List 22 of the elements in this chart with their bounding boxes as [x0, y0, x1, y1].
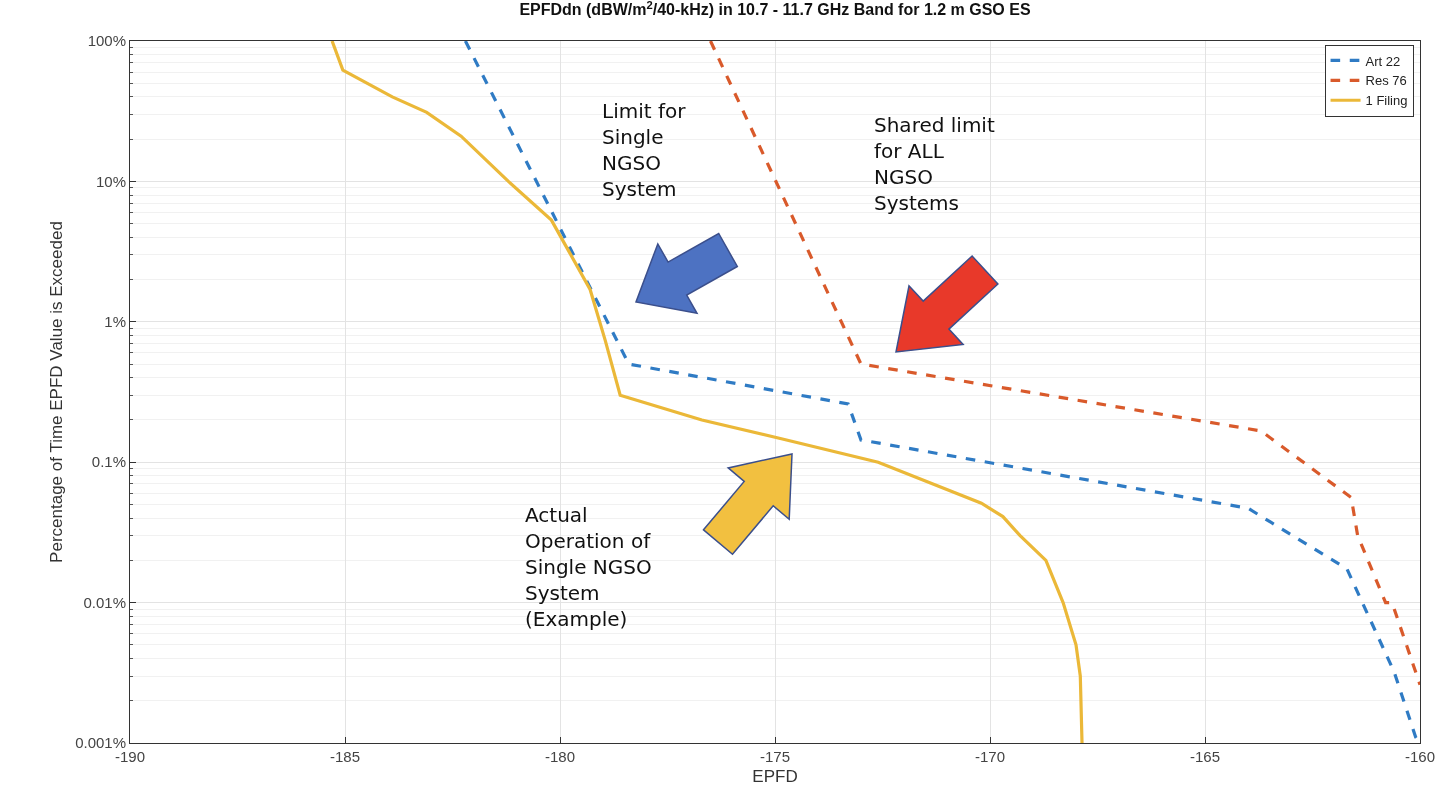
x-tick-label: -175: [759, 748, 791, 765]
line-series: [330, 41, 1084, 743]
x-tick-label: -165: [1189, 748, 1221, 765]
line-series: [708, 41, 1420, 687]
y-tick-label: 100%: [87, 32, 126, 50]
chart-title: EPFDdn (dBW/m$^{2}$/40-kHz) in 10.7 - 11.7 GHz Band for 1.2 m GSO ES: [519, 0, 1031, 19]
x-tick-label: -170: [974, 748, 1006, 765]
x-tick-label: -160: [1404, 748, 1436, 765]
y-tick-label: 10%: [95, 172, 126, 190]
legend-label: Art 22: [1365, 53, 1401, 69]
y-tick-label: 1%: [104, 313, 126, 331]
x-tick-label: -180: [544, 748, 576, 765]
legend-label: Res 76: [1365, 73, 1407, 89]
annotation: Limit for Single NGSO System: [602, 99, 687, 201]
annotation: Actual Operation of Single NGSO System (Example): [525, 503, 652, 631]
y-axis-title: Percentage of Time EPFD Value is Exceeded: [46, 221, 66, 563]
annotation: Shared limit for ALL NGSO Systems: [874, 113, 995, 215]
x-axis-title: EPFD: [752, 767, 798, 787]
x-tick-label: -185: [329, 748, 361, 765]
y-tick-label: 0.01%: [83, 593, 126, 611]
y-tick-label: 0.1%: [91, 453, 126, 471]
legend-label: 1 Filing: [1365, 93, 1408, 109]
